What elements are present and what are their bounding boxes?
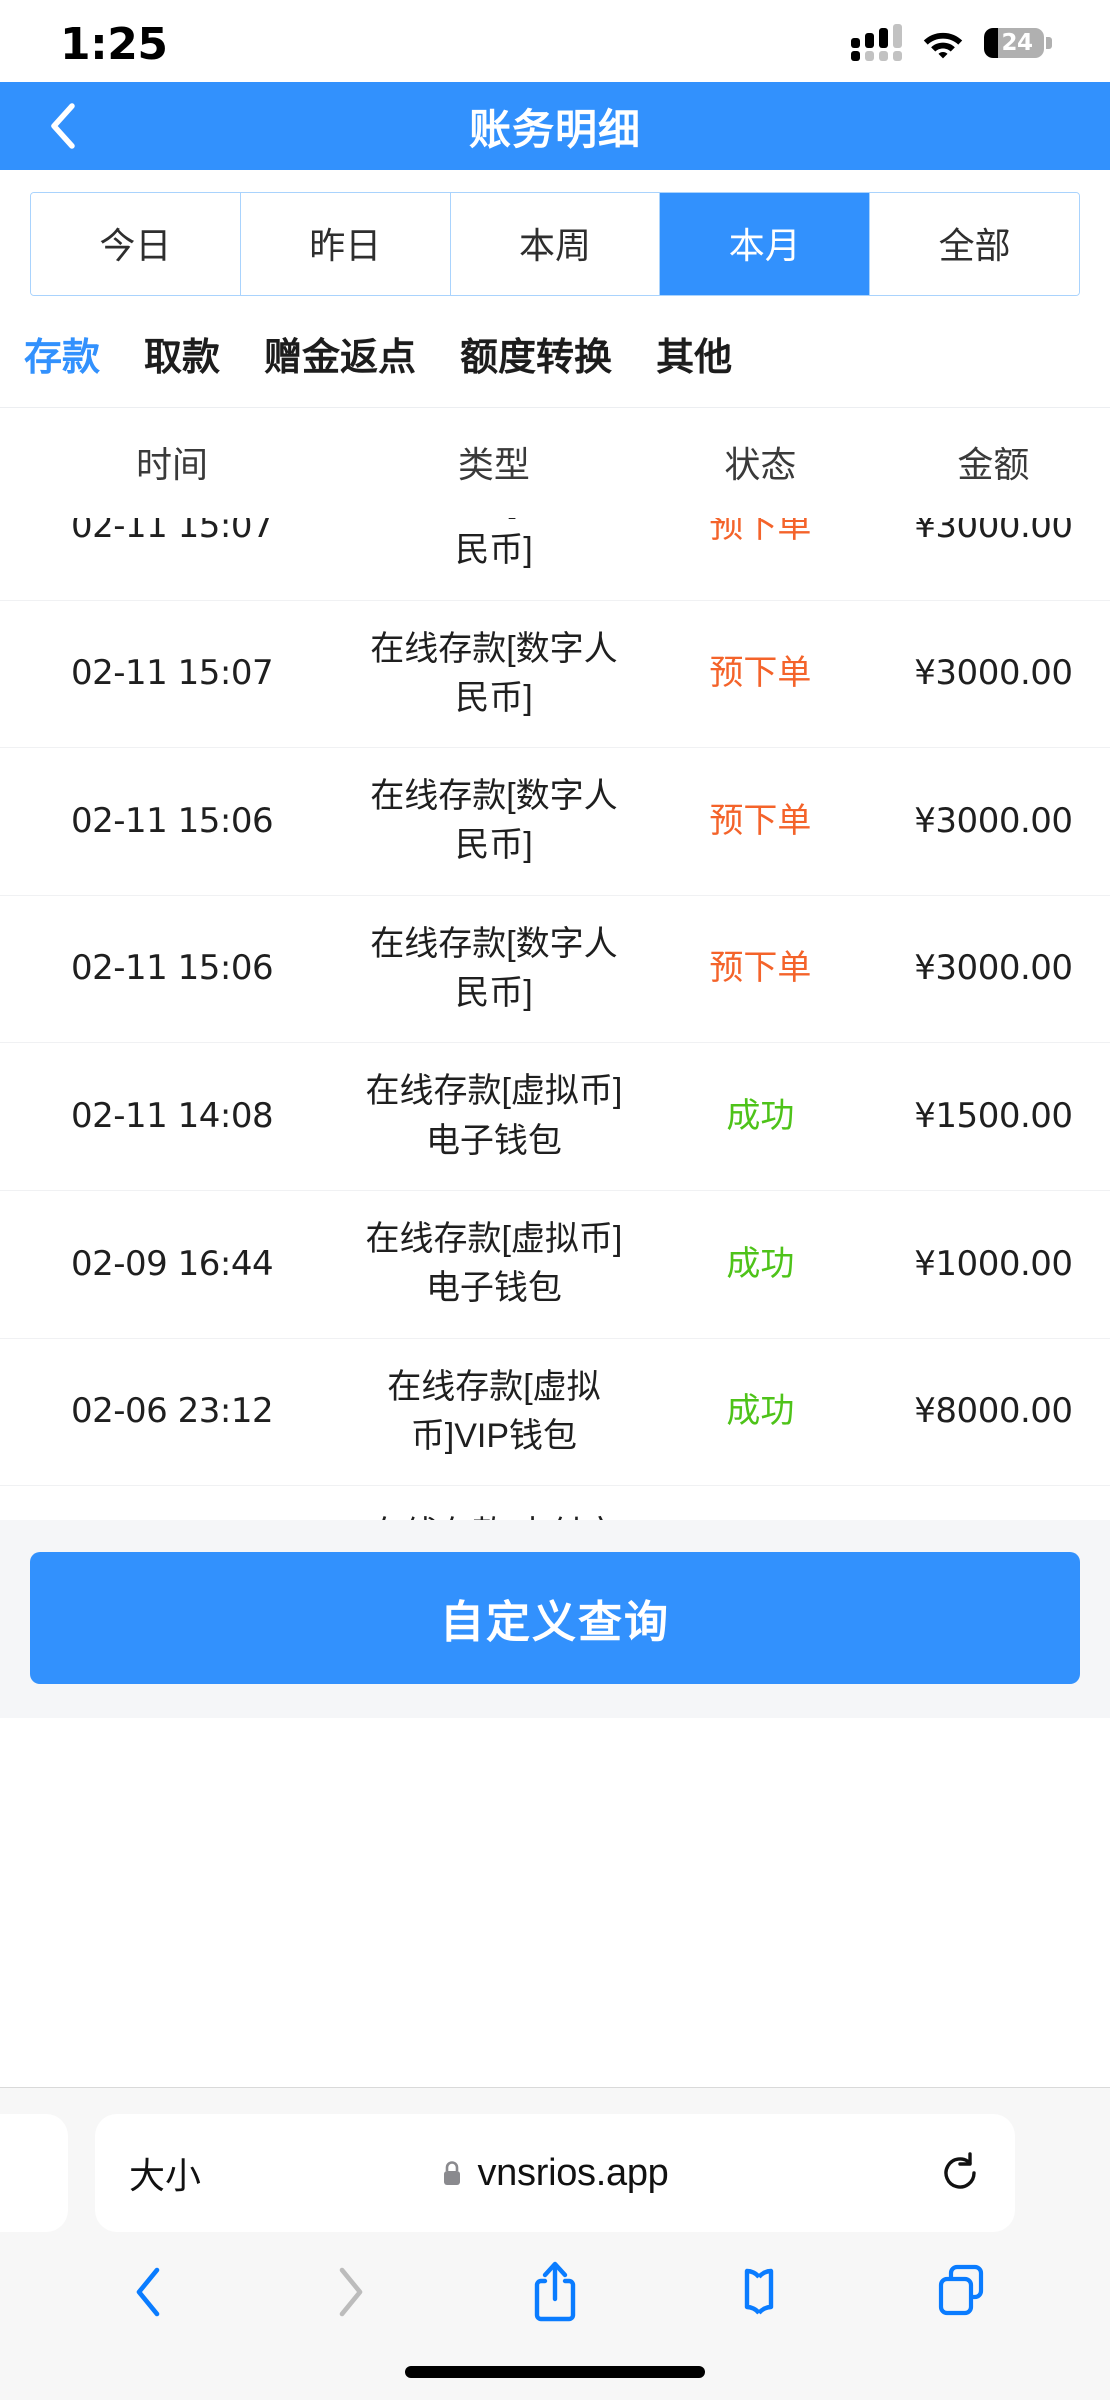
cell-type: 在线存款[数字人民币] (370, 924, 618, 1013)
tab-bonus-rebate[interactable]: 赠金返点 (264, 337, 417, 379)
tab-withdraw[interactable]: 取款 (144, 337, 221, 379)
table-row[interactable]: 02-06 16:47在线存款[支付宝支付]成功¥2000.00 (0, 1485, 1110, 1520)
cell-amount: ¥1000.00 (914, 1243, 1073, 1284)
tab-other[interactable]: 其他 (656, 337, 733, 379)
table-row[interactable]: 02-11 15:06 在线存款[数字人民币] 预下单 ¥3000.00 (0, 894, 1110, 1043)
cell-status: 预下单 (709, 801, 812, 840)
custom-query-button[interactable]: 自定义查询 (30, 1552, 1080, 1684)
browser-forward-button[interactable] (311, 2256, 391, 2328)
back-button[interactable] (40, 103, 86, 149)
cell-status: 成功 (726, 1244, 795, 1283)
cell-time: 02-11 15:06 (71, 948, 274, 989)
cell-type: 在线存款[虚拟币]VIP钱包 (387, 1367, 601, 1455)
cell-type: 在线存款[支付宝支付] (344, 1510, 644, 1520)
cell-status: 预下单 (709, 518, 812, 545)
cell-amount: ¥1500.00 (914, 1096, 1073, 1137)
tabs-icon (939, 2264, 984, 2316)
safari-address-bar[interactable]: 大小 vnsrios.app (95, 2114, 1015, 2232)
cell-time: 02-11 15:06 (71, 800, 274, 841)
safari-url-row: 大小 vnsrios.app (0, 2114, 1110, 2232)
url-display: vnsrios.app (95, 2152, 1015, 2195)
transactions-table: 时间 类型 状态 金额 02-11 15:07 在线存款[数字人民币] 预下单 ¥30… (0, 407, 1110, 1520)
category-tabs: 存款 取款 赠金返点 额度转换 其他 (0, 296, 1110, 407)
cell-time: 02-11 14:08 (71, 1096, 274, 1137)
cell-amount: ¥3000.00 (914, 948, 1073, 989)
status-bar-clock: 1:25 (60, 18, 168, 70)
custom-query-zone: 自定义查询 (0, 1520, 1110, 1718)
table-row[interactable]: 02-11 15:07 在线存款[数字人民币] 预下单 ¥3000.00 (0, 599, 1110, 748)
url-text: vnsrios.app (477, 2151, 669, 2194)
cell-amount: ¥3000.00 (914, 518, 1073, 546)
cell-time: 02-11 15:07 (71, 518, 274, 546)
cell-type: 在线存款[虚拟币]电子钱包 (365, 1219, 623, 1308)
page-title: 账务明细 (468, 105, 641, 153)
cell-status: 预下单 (709, 949, 812, 988)
cell-time: 02-11 15:07 (71, 653, 274, 694)
period-option-all[interactable]: 全部 (870, 193, 1079, 295)
safari-browser-chrome: 大小 vnsrios.app (0, 2087, 1110, 2400)
cell-status: 成功 (726, 1392, 795, 1431)
browser-back-button[interactable] (108, 2256, 188, 2328)
column-header-time: 时间 (136, 444, 209, 485)
cell-type: 在线存款[虚拟币]电子钱包 (365, 1072, 623, 1160)
battery-icon: 24 (984, 28, 1052, 58)
table-row[interactable]: 02-11 14:08 在线存款[虚拟币]电子钱包 成功 ¥1500.00 (0, 1042, 1110, 1190)
adjacent-tab-peek[interactable] (0, 2114, 68, 2232)
home-indicator (405, 2366, 705, 2378)
battery-percent-label: 24 (1001, 30, 1033, 56)
chevron-right-icon (340, 2267, 363, 2317)
cell-type: 在线存款[数字人民币] (370, 518, 617, 570)
cellular-bars-icon (851, 23, 902, 61)
share-button[interactable] (515, 2256, 595, 2328)
ios-status-bar: 1:25 24 (0, 0, 1110, 82)
text-size-button[interactable]: 大小 (129, 2155, 202, 2196)
battery-fill (984, 28, 999, 58)
battery-cap (1046, 37, 1052, 49)
share-icon (534, 2261, 576, 2322)
cell-amount: ¥8000.00 (914, 1391, 1073, 1432)
cell-status: 成功 (726, 1097, 795, 1136)
period-option-today[interactable]: 今日 (31, 193, 241, 295)
column-header-amount: 金额 (957, 444, 1030, 485)
table-row[interactable]: 02-11 15:07 在线存款[数字人民币] 预下单 ¥3000.00 (0, 518, 1110, 600)
app-header: 账务明细 (0, 82, 1110, 170)
safari-toolbar (0, 2232, 1110, 2352)
chevron-left-icon (51, 103, 75, 149)
column-header-status: 状态 (724, 444, 797, 485)
period-option-this-week[interactable]: 本周 (450, 193, 661, 295)
lock-icon (444, 2160, 461, 2185)
table-row[interactable]: 02-09 16:44 在线存款[虚拟币]电子钱包 成功 ¥1000.00 (0, 1189, 1110, 1338)
status-bar-indicators: 24 (851, 23, 1052, 61)
tab-deposit[interactable]: 存款 (24, 337, 101, 379)
table-row[interactable]: 02-11 15:06 在线存款[数字人民币] 预下单 ¥3000.00 (0, 747, 1110, 895)
reload-icon[interactable] (939, 2152, 981, 2194)
wifi-icon (923, 32, 963, 59)
table-header-row: 时间 类型 状态 金额 (0, 407, 1110, 518)
book-icon (744, 2268, 773, 2315)
table-row[interactable]: 02-06 23:12 在线存款[虚拟币]VIP钱包 成功 ¥8000.00 (0, 1337, 1110, 1486)
tabs-button[interactable] (922, 2256, 1002, 2328)
column-header-type: 类型 (457, 444, 530, 485)
chevron-left-icon (136, 2267, 160, 2317)
cell-amount: ¥3000.00 (914, 653, 1073, 694)
tab-credit-transfer[interactable]: 额度转换 (460, 337, 613, 379)
cell-time: 02-09 16:44 (71, 1243, 274, 1284)
bookmarks-button[interactable] (719, 2256, 799, 2328)
cell-amount: ¥3000.00 (914, 800, 1073, 841)
period-filter: 今日 昨日 本周 本月 全部 (0, 170, 1110, 296)
cell-status: 预下单 (709, 654, 812, 693)
cell-type: 在线存款[数字人民币] (370, 629, 618, 717)
period-option-yesterday[interactable]: 昨日 (240, 193, 451, 295)
period-option-this-month[interactable]: 本月 (660, 193, 871, 295)
cell-type: 在线存款[数字人民币] (370, 777, 618, 865)
cell-time: 02-06 23:12 (71, 1391, 274, 1432)
